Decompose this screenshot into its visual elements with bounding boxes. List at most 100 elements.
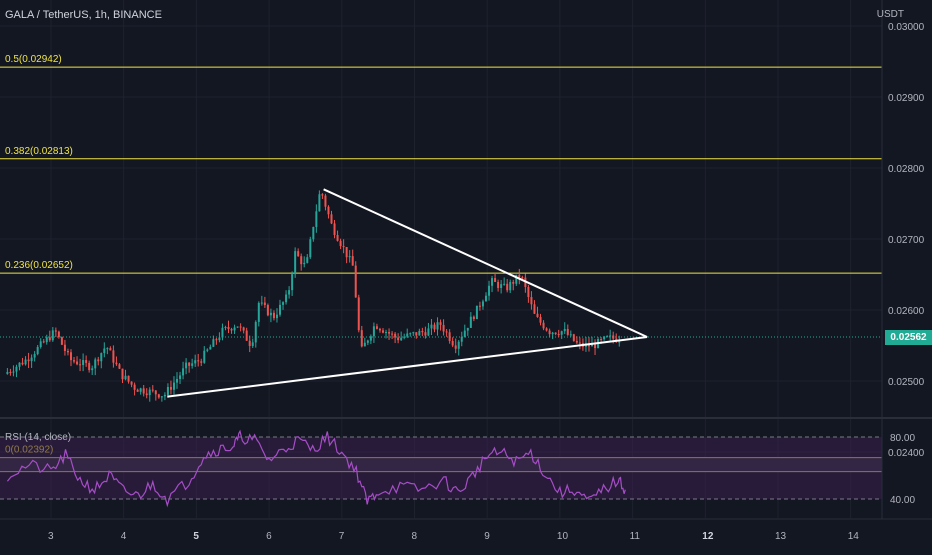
candle-body xyxy=(260,302,263,304)
candle-body xyxy=(412,332,415,334)
candle-body xyxy=(369,336,372,341)
candle-body xyxy=(257,302,260,322)
time-axis-tick-label: 13 xyxy=(775,531,787,542)
candle-body xyxy=(21,362,24,365)
candle-body xyxy=(182,368,185,376)
candle-body xyxy=(124,375,127,380)
candle-body xyxy=(42,341,45,343)
candle-body xyxy=(121,368,124,380)
candle-body xyxy=(297,251,300,257)
candle-body xyxy=(591,343,594,347)
trendline-upper xyxy=(323,188,648,338)
candle-body xyxy=(484,295,487,302)
candle-body xyxy=(527,286,530,298)
fib-level-label: 0.236(0.02652) xyxy=(5,260,73,271)
price-axis-tick-label: 0.02500 xyxy=(888,377,925,388)
candle-body xyxy=(112,350,115,363)
candle-body xyxy=(394,333,397,338)
candle-body xyxy=(239,326,242,328)
candle-body xyxy=(79,364,82,366)
time-axis-tick-label: 4 xyxy=(121,531,127,542)
candle-body xyxy=(324,195,327,207)
candle-body xyxy=(118,364,121,369)
candle-body xyxy=(97,359,100,362)
fib-level-label: 0.5(0.02942) xyxy=(5,54,62,65)
candle-body xyxy=(142,388,145,394)
candle-body xyxy=(575,340,578,343)
candle-body xyxy=(400,337,403,341)
candle-body xyxy=(300,256,303,265)
candle-body xyxy=(557,334,560,336)
candle-body xyxy=(409,333,412,335)
candle-body xyxy=(194,360,197,364)
candle-body xyxy=(436,322,439,330)
candle-body xyxy=(212,339,215,347)
candle-body xyxy=(154,390,157,395)
candle-body xyxy=(248,340,251,347)
candle-body xyxy=(315,211,318,227)
time-axis-tick-label: 7 xyxy=(339,531,345,542)
candle-body xyxy=(100,353,103,362)
candle-body xyxy=(318,194,321,212)
candle-body xyxy=(12,371,15,373)
candle-body xyxy=(127,375,130,382)
candle-body xyxy=(136,389,139,392)
candle-body xyxy=(357,297,360,331)
candle-body xyxy=(391,333,394,335)
candle-body xyxy=(500,284,503,289)
candle-body xyxy=(24,359,27,365)
candle-body xyxy=(57,331,60,338)
currency-label: USDT xyxy=(876,9,904,20)
candle-body xyxy=(309,239,312,258)
candle-body xyxy=(91,368,94,371)
candle-body xyxy=(279,304,282,315)
rsi-axis-tick-label: 80.00 xyxy=(890,433,915,444)
time-axis-tick-label: 10 xyxy=(557,531,569,542)
candle-body xyxy=(497,281,500,289)
candle-body xyxy=(403,336,406,338)
candle-body xyxy=(321,194,324,196)
candle-body xyxy=(578,342,581,344)
candle-body xyxy=(151,389,154,391)
candle-body xyxy=(515,274,518,284)
candle-body xyxy=(6,372,9,374)
rsi-axis-tick-label: 40.00 xyxy=(890,495,915,506)
candle-body xyxy=(327,206,330,215)
candle-body xyxy=(200,361,203,363)
candle-body xyxy=(481,301,484,307)
candle-body xyxy=(133,384,136,390)
candle-body xyxy=(15,366,18,372)
candle-body xyxy=(536,313,539,318)
candle-body xyxy=(336,234,339,241)
candle-body xyxy=(554,332,557,335)
candle-body xyxy=(36,346,39,355)
candle-body xyxy=(472,316,475,320)
candle-body xyxy=(491,278,494,286)
candle-body xyxy=(221,327,224,338)
candle-body xyxy=(530,297,533,305)
candle-body xyxy=(363,342,366,347)
candle-body xyxy=(263,302,266,306)
candle-body xyxy=(39,341,42,347)
time-axis-tick-label: 6 xyxy=(266,531,272,542)
time-axis-tick-label: 3 xyxy=(48,531,54,542)
candle-body xyxy=(406,333,409,337)
candle-body xyxy=(354,265,357,298)
candle-body xyxy=(242,327,245,331)
candle-body xyxy=(397,337,400,341)
candle-body xyxy=(54,330,57,332)
candle-body xyxy=(560,331,563,335)
candle-body xyxy=(215,339,218,341)
candle-body xyxy=(609,335,612,337)
candle-body xyxy=(230,329,233,331)
candle-body xyxy=(448,332,451,341)
candle-body xyxy=(542,322,545,329)
candle-body xyxy=(115,362,118,365)
price-axis-tick-label: 0.02900 xyxy=(888,93,925,104)
candle-body xyxy=(157,394,160,398)
candle-body xyxy=(166,387,169,395)
candle-body xyxy=(109,348,112,351)
candle-body xyxy=(342,246,345,248)
